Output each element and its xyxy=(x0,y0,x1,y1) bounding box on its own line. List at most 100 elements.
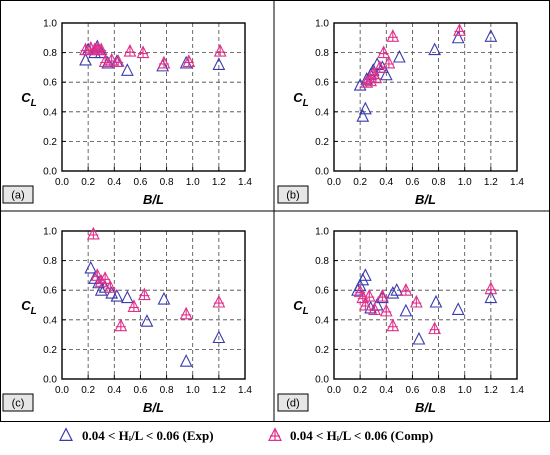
comp-point xyxy=(428,321,442,335)
x-tick-label: 1.4 xyxy=(510,385,524,396)
comp-point xyxy=(111,54,125,67)
comp-point xyxy=(179,306,193,320)
y-axis-label-sub: L xyxy=(303,98,309,109)
x-tick-label: 1.4 xyxy=(238,177,252,188)
x-tick-label: 0.6 xyxy=(405,177,419,188)
plot-frame xyxy=(333,22,518,172)
comp-point xyxy=(94,42,108,56)
x-tick-label: 0.8 xyxy=(160,177,174,188)
comp-point xyxy=(103,280,117,293)
y-axis-label-main: C xyxy=(293,298,303,313)
x-tick-label: 0.2 xyxy=(81,177,95,188)
x-tick-label: 0.4 xyxy=(379,177,393,188)
y-tick-label: 0.8 xyxy=(43,48,57,59)
exp-point xyxy=(140,314,154,327)
exp-point xyxy=(484,29,498,42)
exp-point xyxy=(451,30,465,44)
x-tick-label: 0.2 xyxy=(353,177,367,188)
comp-point xyxy=(362,288,376,302)
panel-c: 0.0 0.2 0.4 0.6 0.8 1.0 1.2 1.4 0.0 0.2 0.4 0.6 0.8 1… xyxy=(2,226,252,415)
comp-point xyxy=(453,23,466,36)
x-axis-label: B/L xyxy=(415,400,436,415)
panel-label-box xyxy=(2,185,34,204)
plot-frame xyxy=(333,230,518,380)
y-axis-label-main: C xyxy=(21,298,31,313)
y-tick-label: 0.6 xyxy=(315,78,329,89)
x-tick-label: 0.8 xyxy=(432,385,446,396)
exp-point xyxy=(157,291,171,305)
x-tick-label: 0.4 xyxy=(107,177,121,188)
exp-point xyxy=(392,49,406,63)
legend-item-exp: 0.04 < Hᵢ/L < 0.06 (Exp) xyxy=(59,427,214,443)
exp-point xyxy=(390,283,404,296)
x-tick-label: 1.0 xyxy=(186,177,200,188)
comp-point xyxy=(213,43,227,57)
comp-point xyxy=(212,294,226,308)
x-tick-label: 1.2 xyxy=(484,385,498,396)
panel-label-box xyxy=(2,393,34,412)
y-axis-label-main: C xyxy=(21,90,31,105)
x-tick-label: 0.2 xyxy=(81,385,95,396)
x-tick-label: 0.2 xyxy=(353,385,367,396)
exp-point xyxy=(110,288,124,302)
y-tick-label: 0.6 xyxy=(43,78,57,89)
comp-point xyxy=(182,54,196,67)
panel-a: 0.0 0.2 0.4 0.6 0.8 1.0 1.2 1.4 0.0 0.2 0.4 0.6 0.8 1… xyxy=(2,19,252,207)
y-tick-label: 0.4 xyxy=(43,315,57,326)
exp-point xyxy=(84,260,98,274)
panel-b: 0.0 0.2 0.4 0.6 0.8 1.0 1.2 1.4 0.0 0.2 0.4 0.6 0.8 1… xyxy=(277,19,524,207)
x-tick-label: 0.6 xyxy=(133,385,147,396)
y-tick-label: 0.2 xyxy=(315,345,329,356)
y-tick-label: 0.2 xyxy=(43,137,57,148)
panel-label: (d) xyxy=(286,398,299,410)
comp-point xyxy=(137,287,151,301)
y-axis-label-sub: L xyxy=(31,98,37,109)
y-tick-label: 0.2 xyxy=(315,137,329,148)
exp-point xyxy=(428,42,442,56)
x-tick-label: 0.6 xyxy=(405,385,419,396)
legend-label-comp: 0.04 < Hᵢ/L < 0.06 (Comp) xyxy=(290,428,433,443)
x-tick-label: 1.4 xyxy=(510,177,524,188)
panel-label: (c) xyxy=(12,398,25,410)
comp-point xyxy=(114,318,128,332)
legend: 0.04 < Hᵢ/L < 0.06 (Exp) 0.04 < Hᵢ/L < 0.… xyxy=(59,427,433,443)
comp-point xyxy=(382,55,396,69)
comp-point xyxy=(379,303,393,317)
y-tick-label: 0.4 xyxy=(315,315,329,326)
legend-label-exp: 0.04 < Hᵢ/L < 0.06 (Exp) xyxy=(82,428,214,443)
y-axis-label: CL xyxy=(293,90,309,109)
plot-frame xyxy=(61,22,246,172)
exp-point xyxy=(451,302,465,315)
y-axis-label-sub: L xyxy=(31,306,37,317)
comp-point xyxy=(136,45,150,59)
comp-point xyxy=(123,43,137,57)
y-tick-label: 0.0 xyxy=(315,167,329,178)
comp-point xyxy=(86,226,100,240)
comp-point xyxy=(386,318,400,332)
exp-point xyxy=(212,330,226,344)
y-tick-label: 1.0 xyxy=(315,19,329,30)
comp-point xyxy=(399,283,413,296)
y-tick-label: 0.6 xyxy=(315,286,329,297)
comp-point xyxy=(157,55,171,69)
x-tick-label: 1.2 xyxy=(484,177,498,188)
exp-point xyxy=(179,354,193,367)
x-tick-label: 1.0 xyxy=(186,385,200,396)
x-tick-label: 1.2 xyxy=(212,177,226,188)
x-axis-label: B/L xyxy=(415,192,436,207)
panel-label-box xyxy=(277,393,309,412)
comp-point xyxy=(105,52,119,66)
x-tick-label: 0.4 xyxy=(107,385,121,396)
y-tick-label: 0.0 xyxy=(315,375,329,386)
comp-point xyxy=(127,299,141,312)
y-tick-label: 0.4 xyxy=(315,107,329,118)
exp-point xyxy=(386,285,400,299)
y-axis-label: CL xyxy=(21,90,37,109)
y-tick-label: 0.8 xyxy=(315,48,329,59)
exp-point xyxy=(412,331,426,345)
x-tick-label: 0.4 xyxy=(379,385,393,396)
exp-point xyxy=(358,101,372,115)
y-tick-label: 0.6 xyxy=(43,286,57,297)
